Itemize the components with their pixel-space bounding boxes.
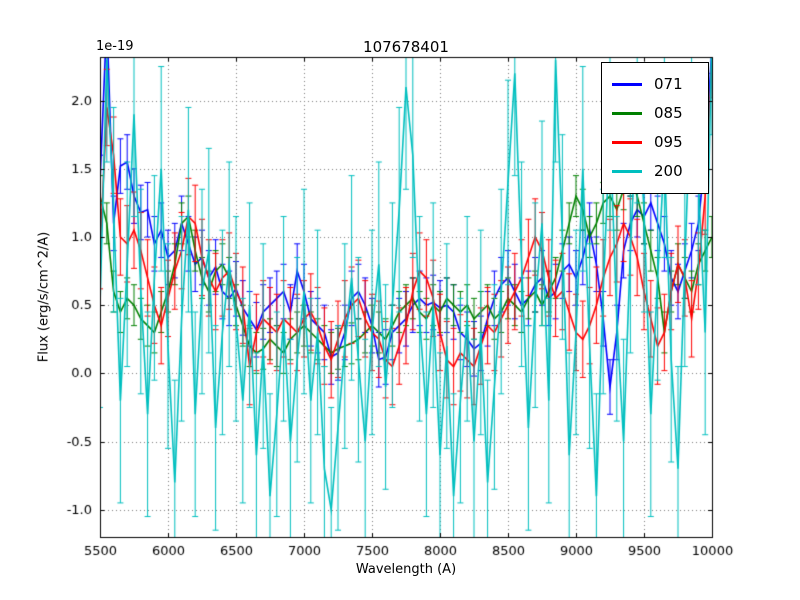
legend-item-071: 071	[612, 70, 698, 99]
legend-label: 200	[654, 162, 683, 180]
legend-line-swatch-green	[612, 112, 642, 115]
legend-label: 085	[654, 104, 683, 122]
y-axis-offset-label: 1e-19	[96, 39, 134, 54]
legend-item-095: 095	[612, 128, 698, 157]
legend-item-200: 200	[612, 157, 698, 186]
legend-label: 095	[654, 133, 683, 151]
plot-title: 107678401	[363, 38, 449, 56]
legend-line-swatch-blue	[612, 83, 642, 86]
legend-item-085: 085	[612, 99, 698, 128]
y-axis-label: Flux (erg/s/cm^2/A)	[36, 231, 52, 363]
legend-line-swatch-red	[612, 141, 642, 144]
legend-line-swatch-cyan	[612, 170, 642, 173]
legend-label: 071	[654, 75, 683, 93]
legend: 071 085 095 200	[601, 62, 709, 194]
x-axis-label: Wavelength (A)	[355, 562, 457, 577]
